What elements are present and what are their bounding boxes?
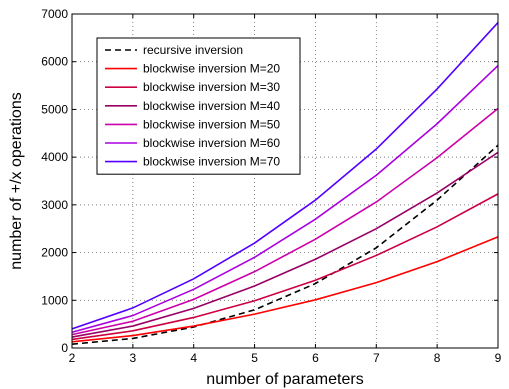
y-tick-label: 5000 bbox=[41, 102, 68, 116]
x-tick-label: 8 bbox=[434, 351, 441, 365]
y-tick-label: 2000 bbox=[41, 246, 68, 260]
axis-ticks: 2 3 4 5 6 7 8 9 0 1000 2000 3000 4000 5000 6000 7000 bbox=[41, 7, 501, 365]
series-line-1 bbox=[71, 236, 499, 343]
legend: recursive inversion blockwise inversion M… bbox=[96, 37, 301, 175]
x-tick-label: 2 bbox=[69, 351, 76, 365]
x-tick-label: 9 bbox=[495, 351, 502, 365]
series-line-6 bbox=[71, 22, 499, 330]
legend-label-1: blockwise inversion M=20 bbox=[143, 62, 280, 76]
legend-label-6: blockwise inversion M=70 bbox=[143, 155, 280, 169]
legend-label-5: blockwise inversion M=60 bbox=[143, 136, 280, 150]
series-line-2 bbox=[71, 193, 499, 341]
y-tick-label: 7000 bbox=[41, 7, 68, 21]
series-line-4 bbox=[71, 107, 499, 336]
x-tick-label: 4 bbox=[190, 351, 197, 365]
plot-frame bbox=[71, 13, 499, 349]
y-tick-label: 1000 bbox=[41, 293, 68, 307]
x-tick-label: 5 bbox=[251, 351, 258, 365]
series-line-0 bbox=[71, 144, 499, 345]
y-tick-label: 0 bbox=[61, 341, 68, 355]
legend-label-4: blockwise inversion M=50 bbox=[143, 117, 280, 131]
y-tick-label: 3000 bbox=[41, 198, 68, 212]
legend-label-0: recursive inversion bbox=[143, 43, 243, 57]
y-tick-label: 4000 bbox=[41, 150, 68, 164]
legend-label-2: blockwise inversion M=30 bbox=[143, 80, 280, 94]
series-line-5 bbox=[71, 64, 499, 334]
legend-label-3: blockwise inversion M=40 bbox=[143, 99, 280, 113]
y-axis-label: number of +/x operations bbox=[8, 92, 25, 269]
x-tick-label: 6 bbox=[312, 351, 319, 365]
x-tick-label: 7 bbox=[373, 351, 380, 365]
x-axis-label: number of parameters bbox=[206, 371, 363, 388]
series-line-3 bbox=[71, 151, 499, 338]
series-lines bbox=[71, 22, 499, 345]
y-tick-label: 6000 bbox=[41, 55, 68, 69]
x-tick-label: 3 bbox=[130, 351, 137, 365]
